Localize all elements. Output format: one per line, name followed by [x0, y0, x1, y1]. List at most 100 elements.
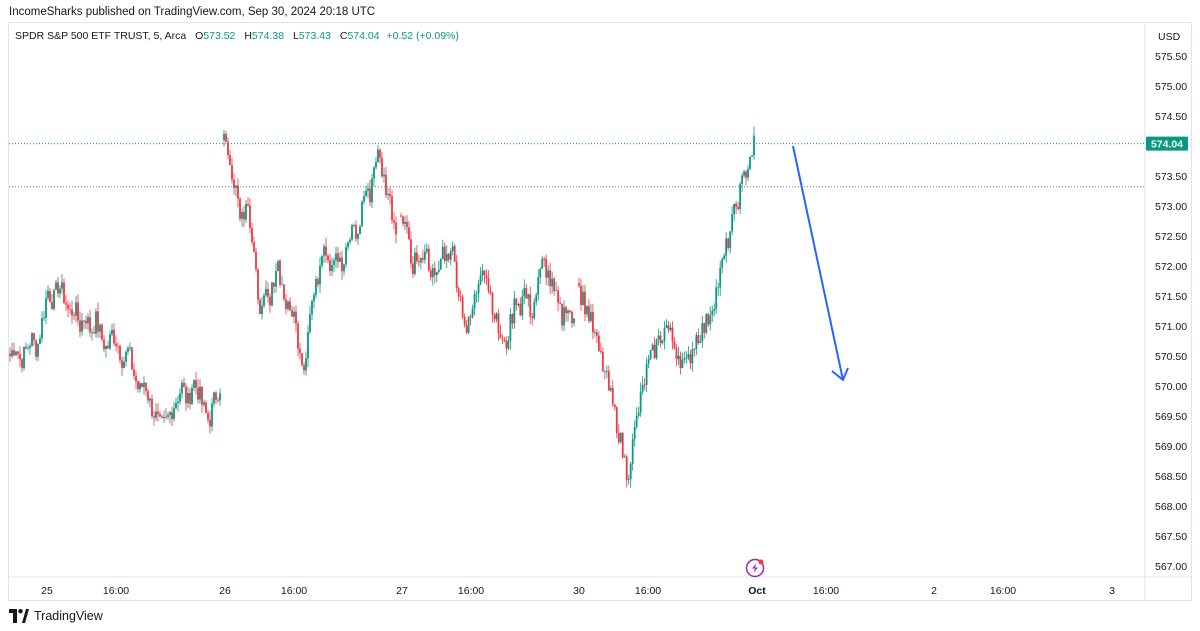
candle-body: [633, 427, 636, 439]
candle-body: [55, 282, 57, 290]
candle-body: [580, 285, 582, 305]
candle-body: [361, 201, 363, 227]
y-tick-label: 568.50: [1155, 471, 1187, 483]
candle-body: [19, 353, 21, 360]
candle-body: [433, 268, 436, 276]
candle-body: [449, 250, 452, 260]
candle-body: [359, 226, 361, 234]
candle-body: [721, 258, 724, 268]
candle-body: [353, 224, 355, 226]
candle-body: [477, 284, 480, 294]
candle-body: [641, 384, 644, 392]
candle-body: [141, 383, 143, 387]
candle-body: [301, 353, 303, 366]
candle-body: [167, 414, 169, 417]
candle-body: [95, 311, 97, 334]
candle-body: [723, 255, 726, 259]
candle-body: [119, 346, 121, 361]
candle-body: [709, 315, 712, 325]
candle-body: [205, 402, 207, 413]
candle-body: [705, 314, 708, 333]
candle-body: [293, 311, 295, 317]
currency-label[interactable]: USD: [1158, 31, 1181, 43]
candle-body: [605, 370, 608, 372]
candle-body: [257, 269, 259, 300]
candle-body: [185, 386, 187, 404]
candle-body: [693, 348, 696, 350]
candle-body: [717, 287, 720, 289]
candle-body: [655, 339, 658, 359]
candle-body: [675, 348, 678, 360]
candle-body: [387, 193, 389, 195]
y-tick-label: 572.50: [1155, 231, 1187, 243]
candle-body: [741, 175, 743, 185]
high-value: 574.38: [251, 30, 285, 42]
candle-body: [317, 279, 319, 285]
candle-body: [745, 171, 747, 178]
candle-body: [619, 433, 622, 443]
y-tick-label: 568.00: [1155, 501, 1187, 513]
candle-body: [371, 178, 373, 203]
candle-body: [297, 323, 299, 349]
candle-body: [613, 404, 616, 408]
candle-body: [687, 354, 690, 359]
candle-body: [59, 288, 61, 294]
y-tick-label: 567.00: [1155, 561, 1187, 573]
candle-body: [594, 332, 596, 334]
x-tick-label: 30: [573, 585, 585, 597]
last-price-tag: [1146, 136, 1188, 151]
candle-body: [229, 155, 231, 166]
candle-body: [429, 270, 432, 278]
candle-body: [357, 233, 359, 239]
candle-body: [125, 351, 127, 362]
candle-body: [329, 260, 331, 271]
candle-body: [133, 369, 135, 376]
candle-body: [447, 253, 450, 260]
candle-body: [457, 288, 460, 297]
candle-body: [209, 419, 211, 427]
candle-body: [531, 316, 534, 319]
x-tick-label: 16:00: [813, 585, 839, 597]
candle-body: [537, 277, 540, 295]
candle-body: [507, 340, 510, 349]
candle-body: [404, 221, 406, 224]
candle-body: [157, 411, 159, 415]
candle-body: [545, 258, 548, 278]
candle-body: [547, 270, 550, 278]
candle-body: [535, 294, 538, 302]
candle-body: [87, 317, 89, 324]
candle-body: [451, 246, 454, 251]
candle-body: [635, 415, 638, 428]
candle-body: [487, 278, 490, 291]
candle-body: [245, 203, 247, 220]
candle-body: [113, 329, 115, 344]
candle-body: [263, 295, 265, 306]
candle-body: [571, 311, 573, 324]
candle-body: [255, 251, 257, 270]
candle-body: [473, 293, 476, 309]
candle-body: [115, 343, 117, 347]
candle-body: [645, 363, 648, 386]
x-tick-label: Oct: [748, 585, 766, 597]
candle-body: [35, 340, 37, 357]
candle-body: [437, 269, 440, 273]
candle-body: [349, 239, 351, 243]
candle-body: [175, 403, 177, 409]
candle-body: [211, 403, 213, 427]
candle-body: [533, 301, 536, 319]
candle-body: [85, 320, 87, 324]
candle-body: [89, 317, 91, 333]
candle-body: [491, 293, 494, 315]
candle-body: [259, 299, 261, 314]
low-value: 573.43: [298, 30, 331, 42]
candle-body: [25, 346, 27, 349]
candle-body: [715, 287, 718, 310]
candle-body: [307, 332, 309, 359]
last-price-label: 574.04: [1151, 139, 1183, 151]
candle-body: [643, 384, 646, 386]
candle-body: [369, 188, 371, 203]
candle-body: [459, 296, 462, 298]
candle-body: [592, 312, 594, 333]
candle-body: [75, 302, 77, 316]
